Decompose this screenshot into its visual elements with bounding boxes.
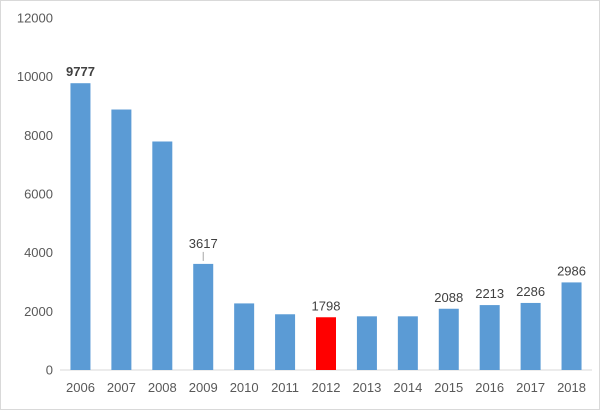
bar-2010 — [234, 303, 255, 370]
x-tick-label: 2007 — [107, 380, 136, 395]
x-tick-label: 2013 — [352, 380, 381, 395]
y-tick-label: 2000 — [24, 304, 53, 319]
bar-2007 — [111, 109, 132, 371]
data-label-2009: 3617 — [189, 236, 218, 251]
x-tick-label: 2008 — [148, 380, 177, 395]
x-tick-label: 2006 — [66, 380, 95, 395]
bar-2011 — [275, 314, 296, 370]
x-tick-label: 2015 — [434, 380, 463, 395]
bar-2015 — [438, 308, 459, 370]
data-label-2006: 9777 — [66, 64, 95, 79]
bar-2017 — [520, 302, 541, 370]
y-tick-label: 10000 — [17, 69, 53, 84]
y-tick-label: 6000 — [24, 187, 53, 202]
x-tick-label: 2016 — [475, 380, 504, 395]
y-tick-label: 4000 — [24, 245, 53, 260]
x-tick-label: 2014 — [393, 380, 422, 395]
y-tick-label: 0 — [46, 363, 53, 378]
bar-2012 — [316, 317, 336, 370]
data-label-2018: 2986 — [557, 263, 586, 278]
data-label-2016: 2213 — [475, 286, 504, 301]
x-tick-label: 2018 — [557, 380, 586, 395]
data-label-2017: 2286 — [516, 284, 545, 299]
data-label-2015: 2088 — [434, 290, 463, 305]
bar-2016 — [479, 305, 500, 370]
x-tick-label: 2010 — [230, 380, 259, 395]
bar-2009 — [193, 263, 214, 370]
x-tick-label: 2009 — [189, 380, 218, 395]
bar-2014 — [397, 316, 418, 370]
x-tick-label: 2017 — [516, 380, 545, 395]
y-tick-label: 8000 — [24, 128, 53, 143]
x-tick-label: 2012 — [312, 380, 341, 395]
data-label-2012: 1798 — [312, 298, 341, 313]
bar-2018 — [561, 282, 582, 370]
bar-2013 — [356, 316, 377, 370]
y-tick-label: 12000 — [17, 11, 53, 26]
bar-2006 — [70, 83, 91, 370]
bar-2008 — [152, 141, 173, 370]
x-tick-label: 2011 — [271, 380, 299, 395]
